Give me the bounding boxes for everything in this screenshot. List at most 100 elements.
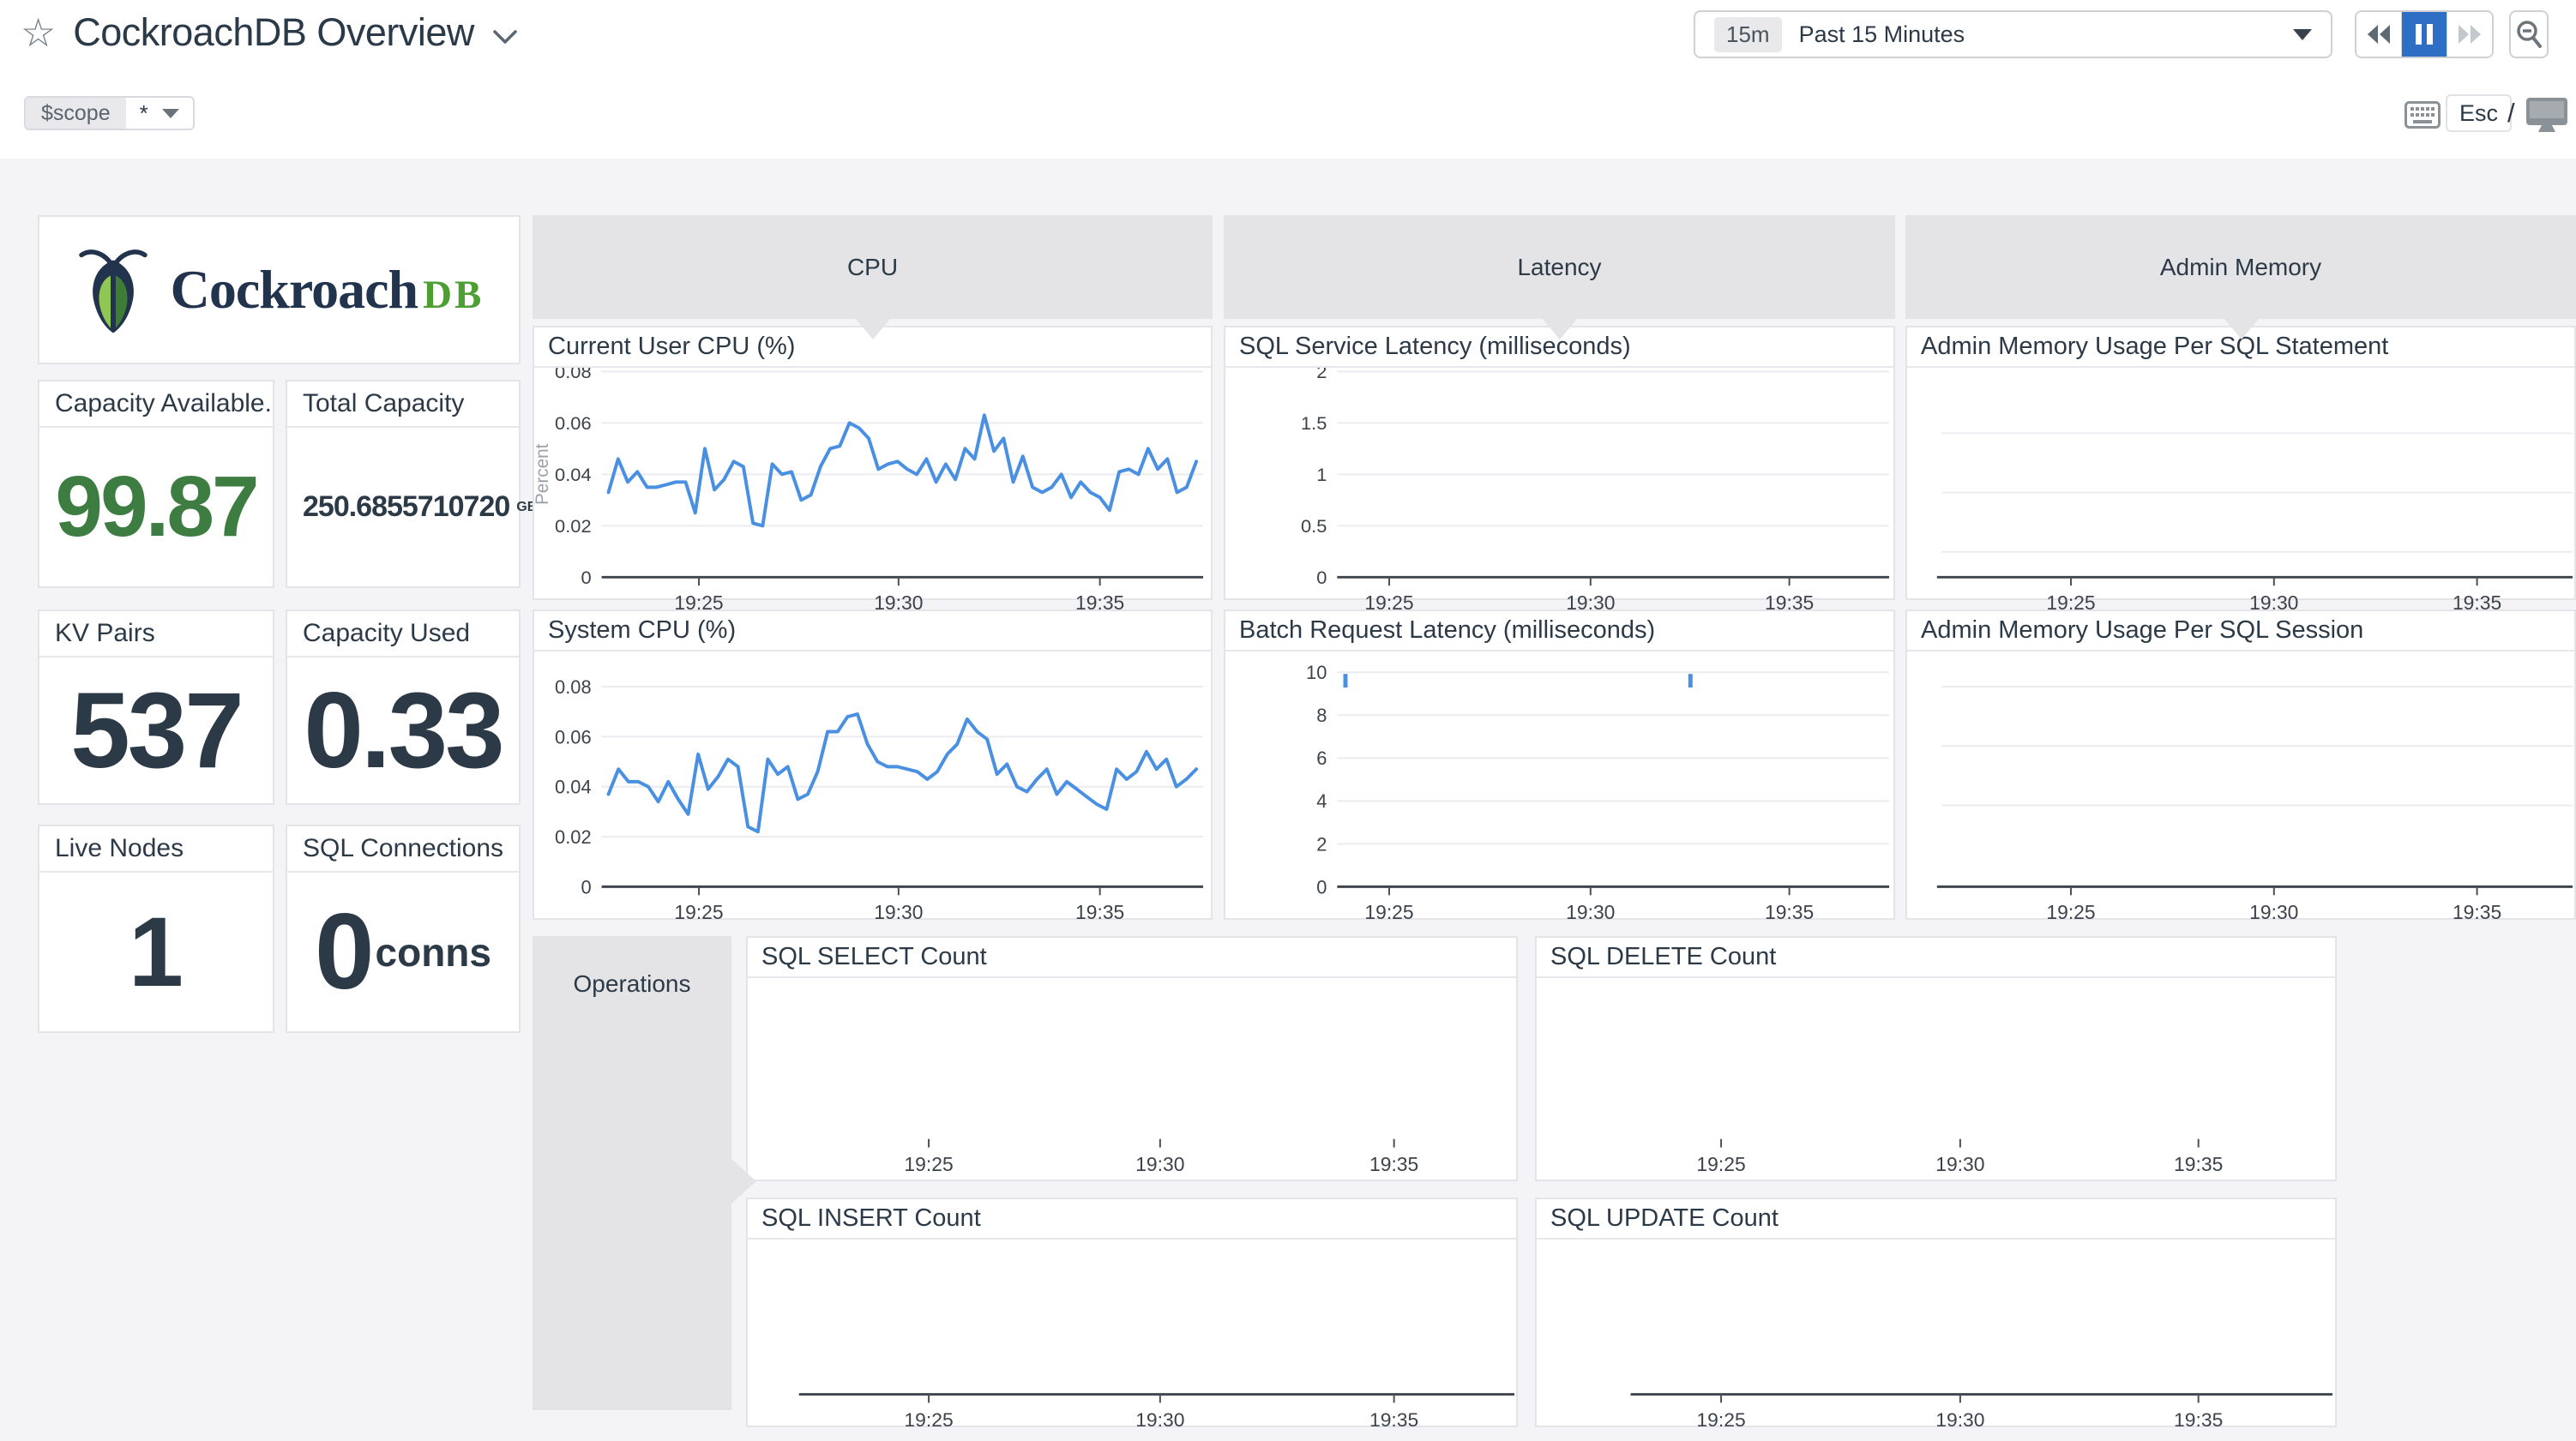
svg-text:19:25: 19:25 — [1364, 901, 1413, 923]
group-header-cpu[interactable]: CPU — [533, 215, 1213, 319]
dropdown-arrow-icon — [2293, 28, 2312, 40]
stat-card-kv-pairs: KV Pairs 537 — [38, 609, 274, 805]
pause-button[interactable] — [2402, 12, 2447, 57]
card-title: Live Nodes — [39, 826, 273, 873]
svg-text:19:25: 19:25 — [2046, 901, 2095, 923]
svg-text:19:30: 19:30 — [1566, 901, 1615, 923]
group-label: Admin Memory — [2159, 253, 2322, 280]
group-tail-cpu — [855, 318, 891, 339]
svg-text:4: 4 — [1316, 790, 1327, 812]
time-range-label: Past 15 Minutes — [1798, 21, 1965, 47]
esc-key-button[interactable]: Esc — [2446, 94, 2513, 132]
svg-text:19:30: 19:30 — [1135, 1153, 1184, 1175]
svg-text:19:35: 19:35 — [1075, 901, 1124, 923]
fast-forward-button[interactable] — [2447, 12, 2492, 57]
playback-controls — [2355, 10, 2494, 58]
chart-sql-delete-count[interactable]: 19:25 19:30 19:35 — [1537, 938, 2335, 1180]
tv-mode-icon[interactable] — [2525, 96, 2569, 134]
chart-panel-batch-request-latency: 0 2 4 6 8 10 19:25 19:30 19:35 Batch Request Lat… — [1224, 609, 1895, 923]
chart-title: Batch Request Latency (milliseconds) — [1225, 611, 1893, 651]
chart-admin-memory-statement[interactable]: 19:25 19:30 19:35 — [1907, 327, 2574, 614]
scope-variable-value[interactable]: * — [125, 98, 193, 129]
stat-value: 1 — [129, 897, 184, 1007]
chart-panel-system-cpu: 0 0.02 0.04 0.06 0.08 19:25 19:30 19:35 System … — [533, 609, 1213, 923]
svg-text:19:30: 19:30 — [1935, 1153, 1984, 1175]
time-shortcut-badge: 15m — [1714, 16, 1782, 52]
slash-separator: / — [2507, 98, 2515, 128]
svg-text:0.04: 0.04 — [555, 777, 592, 798]
svg-text:0.02: 0.02 — [555, 826, 592, 848]
group-tail-latency — [1542, 318, 1578, 339]
chart-panel-current-user-cpu: 0 0.02 0.04 0.06 0.08 19:25 19:30 19:35 Percent … — [533, 326, 1213, 614]
svg-text:1: 1 — [1316, 464, 1327, 485]
group-label: Operations — [573, 970, 691, 997]
chevron-down-icon[interactable] — [491, 28, 519, 45]
card-title: Total Capacity — [287, 381, 519, 428]
svg-text:2: 2 — [1316, 833, 1327, 855]
card-title: KV Pairs — [39, 611, 273, 657]
group-tail-admin-memory — [2224, 318, 2260, 339]
card-title: Capacity Used — [287, 611, 519, 657]
stat-card-capacity-available: Capacity Available... 99.87 — [38, 380, 274, 588]
svg-text:19:25: 19:25 — [1696, 1408, 1745, 1431]
cockroachdb-logo-card: Cockroach DB — [38, 215, 521, 364]
keyboard-shortcuts-icon[interactable] — [2404, 101, 2441, 129]
svg-text:0.06: 0.06 — [555, 726, 592, 748]
scope-variable-selector[interactable]: $scope * — [24, 96, 195, 130]
chart-title: Admin Memory Usage Per SQL Session — [1907, 611, 2574, 651]
chart-panel-sql-service-latency: 0 0.5 1 1.5 2 19:25 19:30 19:35 SQL Service Lat… — [1224, 326, 1895, 614]
group-header-latency[interactable]: Latency — [1224, 215, 1895, 319]
stat-unit: conns — [375, 929, 491, 975]
favorite-star-icon[interactable]: ☆ — [21, 10, 57, 55]
group-header-operations[interactable]: Operations — [533, 936, 731, 1410]
svg-text:19:25: 19:25 — [674, 901, 723, 923]
chart-title: SQL INSERT Count — [748, 1199, 1516, 1240]
svg-text:19:30: 19:30 — [1135, 1408, 1184, 1431]
stat-unit: GB — [516, 499, 538, 514]
group-header-admin-memory[interactable]: Admin Memory — [1905, 215, 2576, 319]
stat-value: 99.87 — [55, 459, 259, 555]
chart-sql-update-count[interactable]: 19:25 19:30 19:35 — [1537, 1199, 2335, 1431]
stat-value: 0.33 — [304, 670, 504, 790]
chart-sql-insert-count[interactable]: 19:25 19:30 19:35 — [748, 1199, 1516, 1431]
svg-text:0.06: 0.06 — [555, 412, 592, 434]
svg-text:1.5: 1.5 — [1301, 412, 1327, 434]
svg-text:Percent: Percent — [533, 443, 552, 505]
chart-system-cpu[interactable]: 0 0.02 0.04 0.06 0.08 19:25 19:30 19:35 — [534, 611, 1211, 923]
svg-text:0.04: 0.04 — [555, 464, 592, 485]
chart-title: SQL UPDATE Count — [1537, 1199, 2335, 1240]
zoom-out-button[interactable] — [2509, 10, 2549, 58]
zoom-out-icon — [2517, 21, 2542, 48]
svg-text:0.5: 0.5 — [1301, 515, 1327, 537]
chart-panel-sql-insert-count: 19:25 19:30 19:35 SQL INSERT Count — [746, 1198, 1518, 1431]
chart-batch-request-latency[interactable]: 0 2 4 6 8 10 19:25 19:30 19:35 — [1225, 611, 1893, 923]
svg-text:19:25: 19:25 — [1696, 1153, 1745, 1175]
scope-variable-name: $scope — [26, 98, 126, 129]
chart-panel-admin-memory-session: 19:25 19:30 19:35 Admin Memory Usage Per S… — [1905, 609, 2576, 923]
chart-title: System CPU (%) — [534, 611, 1211, 651]
svg-text:19:35: 19:35 — [1369, 1408, 1418, 1431]
chart-admin-memory-session[interactable]: 19:25 19:30 19:35 — [1907, 611, 2574, 923]
scope-value-text: * — [139, 99, 148, 126]
card-title: Capacity Available... — [39, 381, 273, 428]
svg-text:19:35: 19:35 — [2174, 1153, 2223, 1175]
svg-text:19:35: 19:35 — [1765, 901, 1814, 923]
time-range-dropdown[interactable]: 15m Past 15 Minutes — [1694, 10, 2332, 58]
group-label: Latency — [1517, 253, 1602, 280]
stat-card-capacity-used: Capacity Used 0.33 — [286, 609, 521, 805]
page-title[interactable]: CockroachDB Overview — [73, 10, 474, 54]
group-label: CPU — [846, 253, 899, 280]
svg-text:19:35: 19:35 — [1369, 1153, 1418, 1175]
rewind-button[interactable] — [2356, 12, 2402, 57]
svg-text:0: 0 — [1316, 876, 1327, 898]
svg-text:10: 10 — [1306, 662, 1327, 683]
chart-panel-sql-update-count: 19:25 19:30 19:35 SQL UPDATE Count — [1535, 1198, 2337, 1431]
svg-text:19:30: 19:30 — [1935, 1408, 1984, 1431]
svg-text:0.02: 0.02 — [555, 515, 592, 537]
svg-text:19:30: 19:30 — [2249, 901, 2298, 923]
chart-sql-select-count[interactable]: 19:25 19:30 19:35 — [748, 938, 1516, 1180]
dropdown-arrow-icon — [161, 108, 179, 118]
